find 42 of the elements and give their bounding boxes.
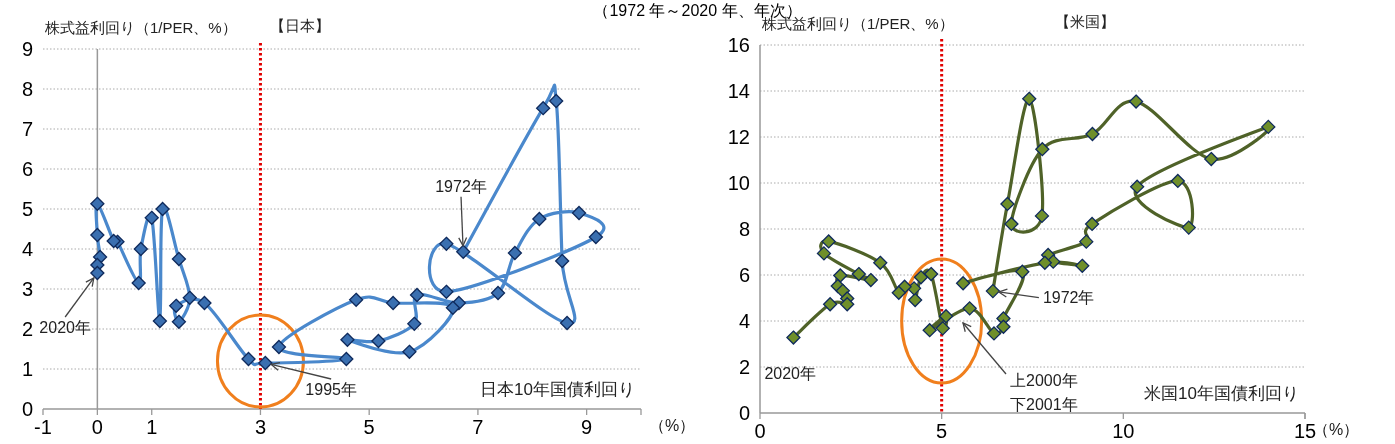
annotation: 1995年 <box>305 381 357 398</box>
y-tick-label: 12 <box>727 126 750 148</box>
annotation: 2020年 <box>39 319 91 336</box>
y-tick-label: 8 <box>738 218 750 240</box>
y-tick-label: 14 <box>727 80 750 102</box>
y-tick-label: 6 <box>21 158 33 180</box>
x-axis-title: 日本10年国債利回り <box>480 380 635 399</box>
x-tick-label: 0 <box>91 416 103 438</box>
chart-title: 【日本】 <box>270 17 330 34</box>
y-tick-label: 6 <box>738 264 750 286</box>
y-tick-label: 2 <box>21 318 33 340</box>
annotation: 上2000年 <box>1010 372 1078 389</box>
x-tick-label: 5 <box>363 416 375 438</box>
y-tick-label: 5 <box>21 198 33 220</box>
annotation: 1972年 <box>435 177 487 195</box>
y-tick-label: 4 <box>738 310 750 332</box>
x-tick-label: 9 <box>581 416 593 438</box>
y-tick-label: 7 <box>21 118 33 140</box>
chart-title: 【米国】 <box>1055 13 1115 30</box>
x-tick-label: -1 <box>34 416 52 438</box>
y-tick-label: 8 <box>21 78 33 100</box>
y-tick-label: 0 <box>21 398 33 420</box>
annotation: 1972年 <box>1042 289 1095 307</box>
y-tick-label: 4 <box>21 238 33 260</box>
y-tick-label: 10 <box>727 172 750 194</box>
annotation: 2020年 <box>764 364 817 382</box>
y-tick-label: 3 <box>21 278 33 300</box>
y-axis-title: 株式益利回り（1/PER、%） <box>44 19 237 36</box>
y-tick-label: 9 <box>21 38 33 60</box>
x-tick-label: 0 <box>754 420 766 442</box>
y-tick-label: 2 <box>738 356 750 378</box>
text: （%） <box>649 417 696 434</box>
y-tick-label: 0 <box>738 402 750 424</box>
y-tick-label: 16 <box>727 34 750 56</box>
x-tick-label: 3 <box>254 416 267 438</box>
x-tick-label: 1 <box>146 416 158 438</box>
annotation: 下2001年 <box>1010 396 1078 413</box>
x-axis-title: 米国10年国債利回り <box>1144 384 1299 403</box>
x-tick-label: 10 <box>1112 420 1135 442</box>
x-tick-label: 7 <box>472 416 484 438</box>
x-tick-label: 5 <box>936 420 948 442</box>
y-tick-label: 1 <box>21 358 33 380</box>
